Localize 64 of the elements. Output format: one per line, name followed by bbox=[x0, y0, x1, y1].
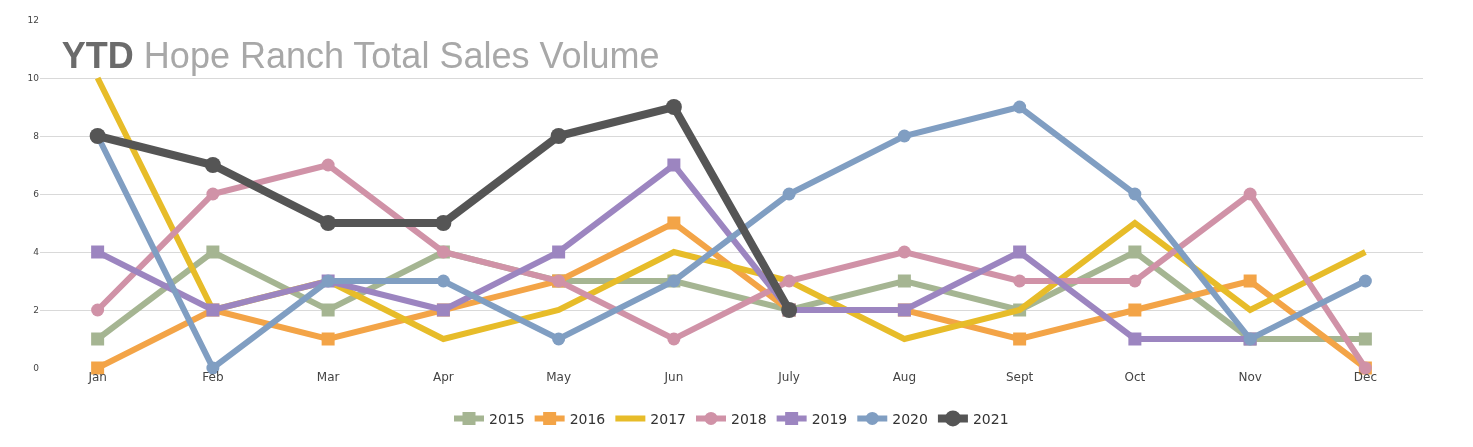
x-tick-label: Aug bbox=[892, 370, 917, 384]
y-tick-label: 6 bbox=[33, 189, 40, 200]
y-tick-label: 12 bbox=[27, 15, 39, 26]
point bbox=[320, 215, 337, 231]
point bbox=[1128, 332, 1142, 346]
point bbox=[1013, 245, 1027, 259]
point bbox=[321, 303, 335, 317]
legend-label: 2015 bbox=[489, 410, 525, 427]
point bbox=[1013, 100, 1027, 114]
point bbox=[897, 129, 911, 143]
point bbox=[436, 274, 450, 288]
y-tick-label: 4 bbox=[33, 247, 40, 258]
x-tick-label: Dec bbox=[1353, 370, 1377, 384]
x-tick-label: Oct bbox=[1124, 370, 1146, 384]
y-tick-label: 2 bbox=[33, 305, 39, 316]
point bbox=[321, 332, 335, 346]
point bbox=[1128, 245, 1142, 259]
point bbox=[667, 158, 681, 172]
point bbox=[1243, 187, 1257, 201]
point bbox=[91, 245, 105, 259]
point bbox=[552, 332, 566, 346]
y-tick-label: 0 bbox=[33, 363, 40, 374]
x-tick-label: Mar bbox=[316, 370, 340, 384]
point bbox=[91, 303, 105, 317]
legend-label: 2021 bbox=[972, 410, 1009, 427]
point bbox=[1358, 332, 1372, 346]
x-tick-label: Feb bbox=[202, 370, 224, 384]
chart-title: YTD Hope Ranch Total Sales Volume bbox=[61, 34, 660, 76]
point bbox=[550, 128, 567, 144]
point bbox=[1128, 303, 1142, 317]
legend-label: 2020 bbox=[892, 410, 928, 427]
point bbox=[1013, 332, 1027, 346]
point bbox=[1243, 274, 1257, 288]
point bbox=[206, 187, 220, 201]
point bbox=[665, 99, 682, 115]
x-tick-label: Jun bbox=[663, 370, 684, 384]
legend-label: 2017 bbox=[650, 410, 686, 427]
point bbox=[435, 215, 452, 231]
point bbox=[782, 274, 796, 288]
point bbox=[1128, 274, 1142, 288]
x-tick-label: July bbox=[777, 370, 800, 384]
point bbox=[1128, 187, 1142, 201]
point bbox=[897, 245, 911, 259]
x-tick-label: Jan bbox=[87, 370, 107, 384]
point bbox=[204, 157, 221, 173]
point bbox=[1013, 274, 1027, 288]
point bbox=[1358, 274, 1372, 288]
point bbox=[667, 216, 681, 230]
point bbox=[782, 187, 796, 201]
x-tick-label: May bbox=[546, 370, 572, 384]
y-tick-label: 10 bbox=[27, 73, 40, 84]
y-tick-label: 8 bbox=[33, 131, 40, 142]
legend-label: 2016 bbox=[569, 410, 606, 427]
point bbox=[206, 245, 220, 259]
legend-label: 2019 bbox=[811, 410, 848, 427]
x-tick-label: Sept bbox=[1005, 370, 1034, 384]
point bbox=[321, 158, 335, 172]
point bbox=[897, 274, 911, 288]
point bbox=[667, 332, 681, 346]
point bbox=[552, 245, 566, 259]
point bbox=[91, 332, 105, 346]
x-tick-label: Apr bbox=[433, 370, 454, 384]
legend-label: 2018 bbox=[731, 410, 767, 427]
x-tick-label: Nov bbox=[1238, 370, 1262, 384]
